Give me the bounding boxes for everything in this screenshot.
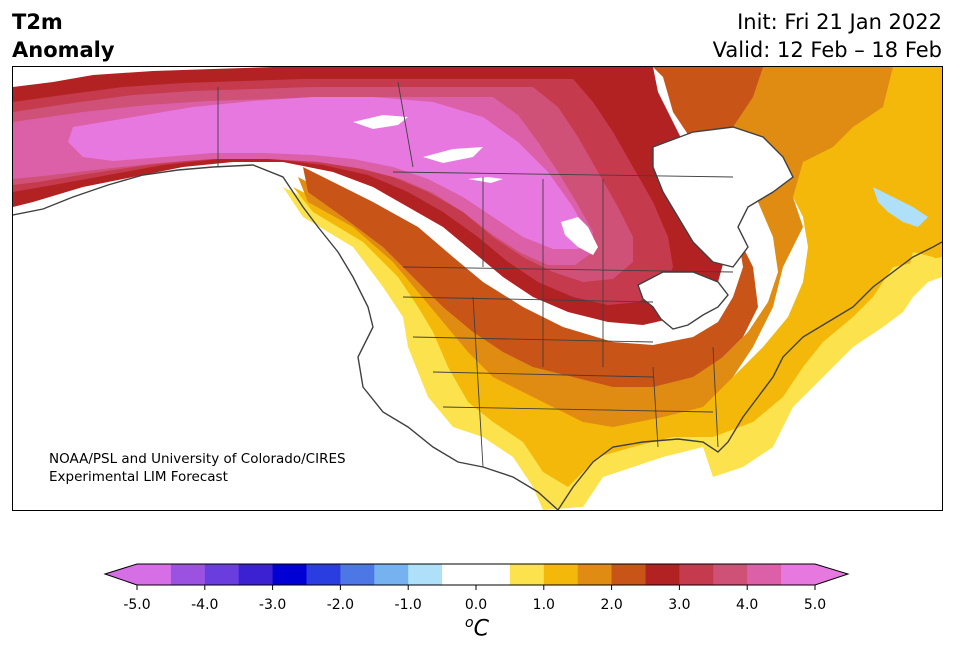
colorbar-cell <box>442 564 477 585</box>
colorbar-cell <box>476 564 511 585</box>
colorbar-tick-label: 1.0 <box>532 597 555 613</box>
colorbar-cell <box>679 564 714 585</box>
colorbar-cell <box>306 564 341 585</box>
colorbar-tick-label: -1.0 <box>394 597 422 613</box>
colorbar-min-extension <box>105 564 137 585</box>
credit-line-2: Experimental LIM Forecast <box>49 469 228 485</box>
map-title: T2m Anomaly <box>12 8 115 64</box>
political-borders <box>217 81 734 468</box>
title-line-2: Anomaly <box>12 38 115 62</box>
colorbar-tick-label: -3.0 <box>258 597 287 613</box>
anomaly-map <box>13 67 942 510</box>
map-panel <box>12 66 943 511</box>
colorbar-tick-label: 4.0 <box>736 597 759 613</box>
colorbar-cell <box>272 564 307 585</box>
colorbar-cell <box>611 564 646 585</box>
colorbar-cells <box>137 564 816 585</box>
colorbar-cell <box>747 564 782 585</box>
great-lakes <box>638 272 728 329</box>
cold-anomaly <box>873 187 928 227</box>
colorbar-tick-label: -5.0 <box>123 597 151 613</box>
lake-1 <box>353 115 408 129</box>
colorbar-cell <box>577 564 613 585</box>
colorbar-cell <box>408 564 443 585</box>
forecast-dates: Init: Fri 21 Jan 2022 Valid: 12 Feb – 18… <box>713 8 942 64</box>
colorbar-max-extension <box>815 564 848 585</box>
colorbar-cell <box>340 564 375 585</box>
colorbar-cell <box>781 564 816 585</box>
colorbar-tick-label: -2.0 <box>326 597 355 613</box>
colorbar-tick-label: -4.0 <box>191 597 219 613</box>
colorbar-tick-label: 0.0 <box>464 597 488 613</box>
unit-degree: o <box>465 615 474 631</box>
newfoundland-warm <box>908 252 942 279</box>
colorbar-cell <box>170 564 206 585</box>
init-date: Init: Fri 21 Jan 2022 <box>737 10 942 34</box>
colorbar-cell <box>374 564 409 585</box>
colorbar-unit: oC <box>465 615 489 641</box>
colorbar-cell <box>137 564 172 585</box>
colorbar-tick-label: 3.0 <box>668 597 691 613</box>
hudson-bay <box>653 127 793 267</box>
credit-text: NOAA/PSL and University of Colorado/CIRE… <box>49 450 346 486</box>
colorbar-tick-label: 5.0 <box>803 597 827 613</box>
colorbar-cell <box>645 564 680 585</box>
unit-letter: C <box>473 616 489 642</box>
coastlines <box>13 126 942 510</box>
contour-1p5 <box>293 67 942 487</box>
lake-winnipeg <box>561 217 598 255</box>
credit-line-1: NOAA/PSL and University of Colorado/CIRE… <box>49 451 346 467</box>
colorbar-cell <box>543 564 579 585</box>
colorbar-tick-label: 2.0 <box>600 597 623 613</box>
colorbar <box>103 563 850 590</box>
colorbar-cell <box>509 564 545 585</box>
lake-3 <box>468 177 503 183</box>
colorbar-cell <box>713 564 748 585</box>
valid-range: Valid: 12 Feb – 18 Feb <box>712 38 942 62</box>
colorbar-ticks <box>136 585 816 590</box>
title-line-1: T2m <box>12 10 63 34</box>
contour-5p0 <box>68 97 588 249</box>
lake-2 <box>423 147 483 163</box>
colorbar-cell <box>238 564 274 585</box>
contour-2p5 <box>303 67 763 387</box>
colorbar-cell <box>204 564 240 585</box>
